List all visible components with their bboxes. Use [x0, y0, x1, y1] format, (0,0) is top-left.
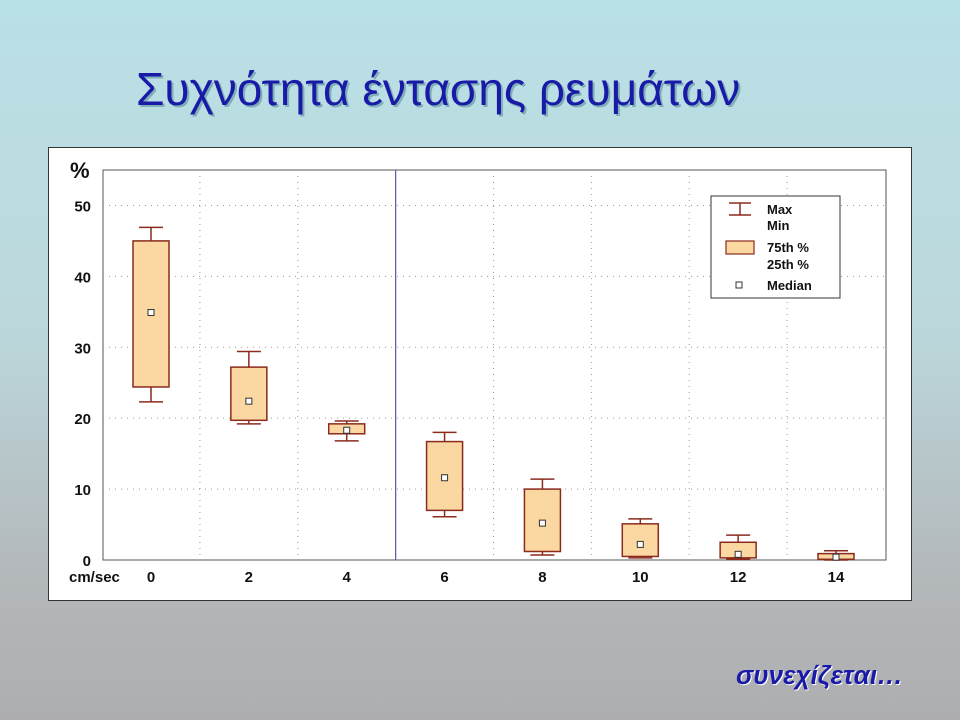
marks-layer	[132, 226, 855, 561]
legend-min-label: Min	[767, 218, 789, 233]
iqr-box	[230, 366, 268, 422]
median-marker	[245, 397, 253, 405]
median-marker	[343, 426, 351, 434]
y-axis-label: %	[70, 158, 90, 183]
y-tick-label: 10	[74, 482, 91, 499]
box-0	[132, 226, 170, 403]
chart-panel: % cm/sec 0 10 20 30 40 50 0 2 4 6 8 10 12 14 Max Min …	[48, 147, 912, 601]
median-marker	[636, 540, 644, 548]
x-tick-label: 0	[147, 569, 155, 586]
box-2	[230, 350, 268, 425]
x-tick-label: 6	[440, 569, 448, 586]
x-tick-label: 4	[343, 569, 352, 586]
x-tick-label: 12	[730, 569, 747, 586]
x-tick-label: 8	[538, 569, 546, 586]
continued-label: συνεχίζεται…	[736, 660, 903, 690]
y-tick-label: 40	[74, 269, 91, 286]
box-6	[425, 431, 464, 518]
median-marker	[147, 309, 155, 317]
legend-max-label: Max	[767, 202, 793, 217]
x-tick-label: 10	[632, 569, 649, 586]
x-tick-label: 2	[245, 569, 253, 586]
x-tick-label: 14	[828, 569, 845, 586]
median-marker	[734, 550, 742, 558]
iqr-box	[621, 523, 660, 558]
legend-median-marker	[735, 281, 743, 289]
median-marker	[832, 553, 840, 561]
box-plot-chart: % cm/sec 0 10 20 30 40 50 0 2 4 6 8 10 12 14 Max Min …	[69, 158, 887, 586]
y-tick-label: 20	[74, 411, 91, 428]
median-marker	[538, 519, 546, 527]
legend: Max Min 75th % 25th % Median	[710, 195, 841, 299]
box-12	[719, 534, 757, 561]
median-marker	[441, 474, 449, 482]
legend-box-swatch	[725, 240, 755, 255]
legend-median-label: Median	[767, 278, 812, 293]
box-8	[523, 478, 562, 556]
axis-layer: % cm/sec 0 10 20 30 40 50 0 2 4 6 8 10 12 14	[69, 158, 845, 586]
y-tick-label: 30	[74, 340, 91, 357]
iqr-box	[719, 541, 757, 559]
x-axis-label: cm/sec	[69, 569, 120, 586]
y-tick-label: 50	[74, 198, 91, 215]
box-4	[327, 420, 366, 442]
box-14	[817, 550, 855, 561]
y-tick-label: 0	[83, 553, 91, 570]
slide-title: Συχνότητα έντασης ρευμάτων	[136, 63, 741, 115]
legend-q3-label: 75th %	[767, 240, 809, 255]
box-10	[621, 518, 660, 559]
legend-q1-label: 25th %	[767, 257, 809, 272]
